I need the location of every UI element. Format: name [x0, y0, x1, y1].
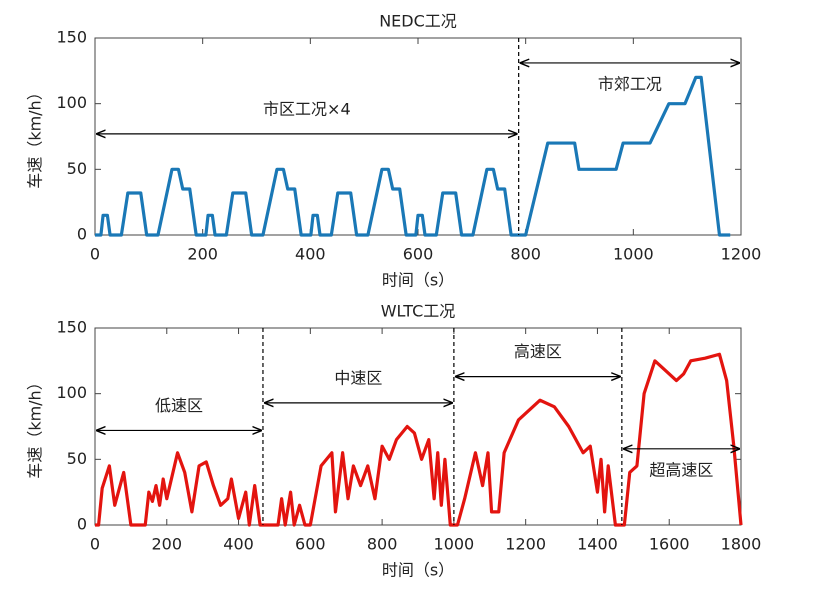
x-tick-label: 600 [295, 535, 326, 554]
x-tick-label: 0 [90, 535, 100, 554]
x-axis-label: 时间（s） [382, 271, 454, 290]
plot-frame [94, 327, 742, 526]
x-tick-label: 600 [403, 245, 434, 264]
x-tick-label: 1800 [721, 535, 762, 554]
y-tick-label: 0 [77, 515, 87, 534]
x-tick-label: 1000 [434, 535, 475, 554]
chart-title: NEDC工况 [379, 12, 457, 31]
x-axis-label: 时间（s） [382, 561, 454, 580]
phase-label: 超高速区 [649, 460, 713, 479]
x-tick-label: 200 [152, 535, 183, 554]
speed-line [95, 352, 743, 527]
phase-label: 市郊工况 [598, 74, 662, 93]
chart-title: WLTC工况 [381, 302, 456, 321]
x-tick-label: 1200 [721, 245, 762, 264]
x-tick-label: 200 [187, 245, 218, 264]
x-tick-label: 1400 [577, 535, 618, 554]
x-tick-label: 800 [510, 245, 541, 264]
y-tick-label: 50 [67, 159, 87, 178]
y-tick-label: 100 [56, 93, 87, 112]
x-tick-label: 400 [223, 535, 254, 554]
y-tick-label: 0 [77, 225, 87, 244]
x-tick-label: 800 [367, 535, 398, 554]
phase-label: 中速区 [334, 368, 382, 387]
y-axis-label: 车速（km/h） [26, 374, 45, 478]
x-tick-label: 400 [295, 245, 326, 264]
x-tick-label: 1200 [505, 535, 546, 554]
y-tick-label: 150 [56, 28, 87, 47]
speed-line [95, 75, 731, 237]
y-tick-label: 150 [56, 318, 87, 337]
x-tick-label: 0 [90, 245, 100, 264]
x-tick-label: 1600 [649, 535, 690, 554]
phase-label: 低速区 [155, 396, 203, 415]
phase-label: 市区工况×4 [263, 99, 351, 118]
x-tick-label: 1000 [613, 245, 654, 264]
phase-label: 高速区 [514, 342, 562, 361]
y-tick-label: 100 [56, 383, 87, 402]
y-tick-label: 50 [67, 449, 87, 468]
y-axis-label: 车速（km/h） [26, 84, 45, 188]
